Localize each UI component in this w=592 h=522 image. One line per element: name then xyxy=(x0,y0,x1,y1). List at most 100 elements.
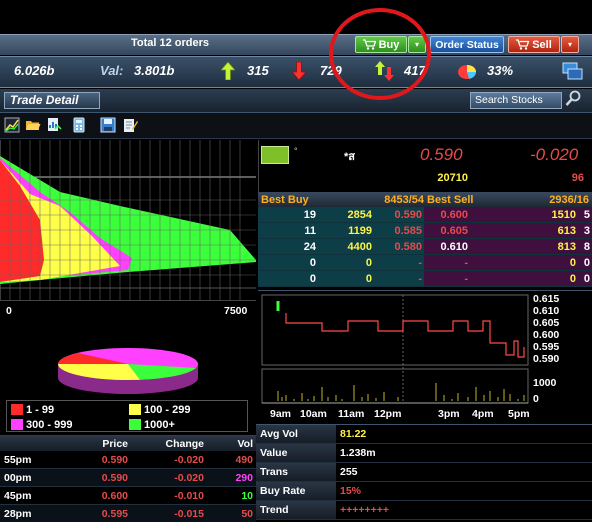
depth-chart xyxy=(0,140,256,300)
offer-count: 8 xyxy=(583,240,590,253)
bid-volume: 1199 xyxy=(348,224,372,237)
quote-header xyxy=(258,140,592,192)
trade-row[interactable]: 00pm 0.590 -0.020 290 xyxy=(0,469,256,487)
sell-button[interactable]: Sell xyxy=(508,36,560,53)
trades-header: Price Change Vol xyxy=(0,436,256,451)
legend-item: 100 - 299 xyxy=(129,402,190,417)
bid-volume: 4400 xyxy=(347,240,372,253)
order-status-label: Order Status xyxy=(435,38,499,51)
offer-side[interactable]: 0.600 1510 5 xyxy=(424,207,592,222)
bid-volume: 0 xyxy=(365,256,372,269)
trade-change: -0.020 xyxy=(174,453,204,466)
bid-price: - xyxy=(418,272,422,285)
summary-row: Value 1.238m xyxy=(256,444,592,463)
time-tick: 10am xyxy=(300,408,327,420)
time-tick: 5pm xyxy=(508,408,530,420)
symbol-marker: ° xyxy=(294,146,298,156)
summary-value: 81.22 xyxy=(340,428,367,440)
edit-note-icon[interactable] xyxy=(122,117,138,133)
sell-dropdown-button[interactable]: ▾ xyxy=(561,36,579,53)
bid-side[interactable]: 0 0 - xyxy=(258,255,424,270)
last-volume: 20710 xyxy=(437,172,468,184)
search-stocks-input[interactable]: Search Stocks xyxy=(470,92,562,109)
time-tick: 4pm xyxy=(472,408,494,420)
trade-detail-tab[interactable]: Trade Detail xyxy=(4,92,100,109)
offer-volume: 1510 xyxy=(551,208,576,221)
trade-row[interactable]: 55pm 0.590 -0.020 490 xyxy=(0,451,256,469)
offer-price: 0.610 xyxy=(440,240,468,253)
price-line xyxy=(285,313,525,358)
bid-side[interactable]: 11 1199 0.585 xyxy=(258,223,424,238)
folder-open-icon[interactable] xyxy=(25,117,41,133)
trade-row[interactable]: 45pm 0.600 -0.010 10 xyxy=(0,487,256,505)
volume-tick: 1000 xyxy=(533,377,557,389)
market-volume-value: 6.026b xyxy=(14,63,55,78)
bid-price: - xyxy=(418,256,422,269)
sell-button-label: Sell xyxy=(532,38,552,51)
summary-value: ++++++++ xyxy=(340,504,390,516)
val-value: 3.801b xyxy=(134,63,175,78)
trade-time: 00pm xyxy=(4,471,32,484)
volume-tick: 0 xyxy=(533,393,539,405)
advancers-count: 315 xyxy=(247,63,269,78)
trade-time: 55pm xyxy=(4,453,32,466)
offer-price: 0.605 xyxy=(440,224,468,237)
volume-bars xyxy=(277,383,525,401)
summary-row: Trend ++++++++ xyxy=(256,501,592,520)
bid-offer-row[interactable]: 11 1199 0.585 0.605 613 3 xyxy=(258,223,592,239)
save-icon[interactable] xyxy=(100,117,116,133)
bid-price: 0.585 xyxy=(394,224,422,237)
legend-swatch xyxy=(11,404,23,415)
summary-stats: Avg Vol 81.22 Value 1.238m Trans 255 Buy Rate 1… xyxy=(256,424,592,522)
bid-offer-row[interactable]: 19 2854 0.590 0.600 1510 5 xyxy=(258,207,592,223)
search-icon[interactable] xyxy=(565,90,581,108)
intraday-chart-svg xyxy=(261,294,529,404)
price-tick: 0.610 xyxy=(533,305,560,317)
bid-count: 11 xyxy=(304,224,316,237)
offer-count: 5 xyxy=(583,208,590,221)
pie-chart-icon xyxy=(458,65,476,79)
offer-volume: 613 xyxy=(557,224,576,237)
depth-band-red xyxy=(0,160,44,282)
bid-side[interactable]: 0 0 - xyxy=(258,271,424,286)
order-status-button[interactable]: Order Status xyxy=(430,36,504,53)
offer-count: 0 xyxy=(583,272,590,285)
offer-volume: 813 xyxy=(557,240,576,253)
col-change-header: Change xyxy=(165,437,204,450)
symbol-color-box[interactable] xyxy=(261,146,289,164)
calculator-icon[interactable] xyxy=(71,117,87,133)
offer-price: - xyxy=(464,256,468,269)
offer-side[interactable]: 0.605 613 3 xyxy=(424,223,592,238)
price-tick: 0.590 xyxy=(533,353,560,365)
offer-side[interactable]: 0.610 813 8 xyxy=(424,239,592,254)
price-change: -0.020 xyxy=(530,145,579,164)
pie-slice-1000-plus xyxy=(128,364,196,380)
trade-time: 28pm xyxy=(4,507,32,520)
summary-label: Trans xyxy=(256,463,336,481)
pie-legend: 1 - 99 100 - 299 300 - 999 1000+ xyxy=(6,400,248,432)
trade-volume: 50 xyxy=(241,507,253,520)
trade-change: -0.020 xyxy=(174,471,204,484)
bid-price: 0.590 xyxy=(394,208,422,221)
bid-side[interactable]: 24 4400 0.580 xyxy=(258,239,424,254)
bid-offer-row[interactable]: 24 4400 0.580 0.610 813 8 xyxy=(258,239,592,255)
trade-volume: 10 xyxy=(241,489,253,502)
offer-count: 3 xyxy=(583,224,590,237)
bid-price: 0.580 xyxy=(394,240,422,253)
offer-price: - xyxy=(464,272,468,285)
col-vol-header: Vol xyxy=(237,437,253,450)
legend-swatch xyxy=(129,404,141,415)
offer-volume: 0 xyxy=(569,256,576,269)
trade-row[interactable]: 28pm 0.595 -0.015 50 xyxy=(0,505,256,522)
monitor-icon[interactable] xyxy=(561,60,583,82)
bid-side[interactable]: 19 2854 0.590 xyxy=(258,207,424,222)
time-tick: 11am xyxy=(338,408,365,420)
chart-icon[interactable] xyxy=(4,117,20,133)
legend-label: 1 - 99 xyxy=(26,403,55,416)
depth-axis: 0 7500 xyxy=(0,300,256,320)
file-chart-icon[interactable] xyxy=(46,117,62,133)
